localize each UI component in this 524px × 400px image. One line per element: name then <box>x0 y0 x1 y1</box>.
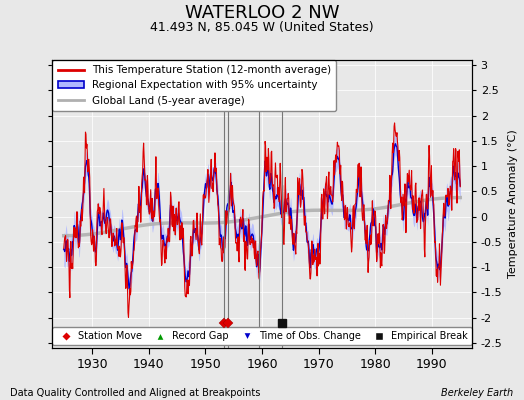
Text: Berkeley Earth: Berkeley Earth <box>441 388 514 398</box>
Text: 41.493 N, 85.045 W (United States): 41.493 N, 85.045 W (United States) <box>150 21 374 34</box>
Text: WATERLOO 2 NW: WATERLOO 2 NW <box>185 4 339 22</box>
Y-axis label: Temperature Anomaly (°C): Temperature Anomaly (°C) <box>508 130 518 278</box>
Text: Data Quality Controlled and Aligned at Breakpoints: Data Quality Controlled and Aligned at B… <box>10 388 261 398</box>
Legend: Station Move, Record Gap, Time of Obs. Change, Empirical Break: Station Move, Record Gap, Time of Obs. C… <box>52 327 472 345</box>
